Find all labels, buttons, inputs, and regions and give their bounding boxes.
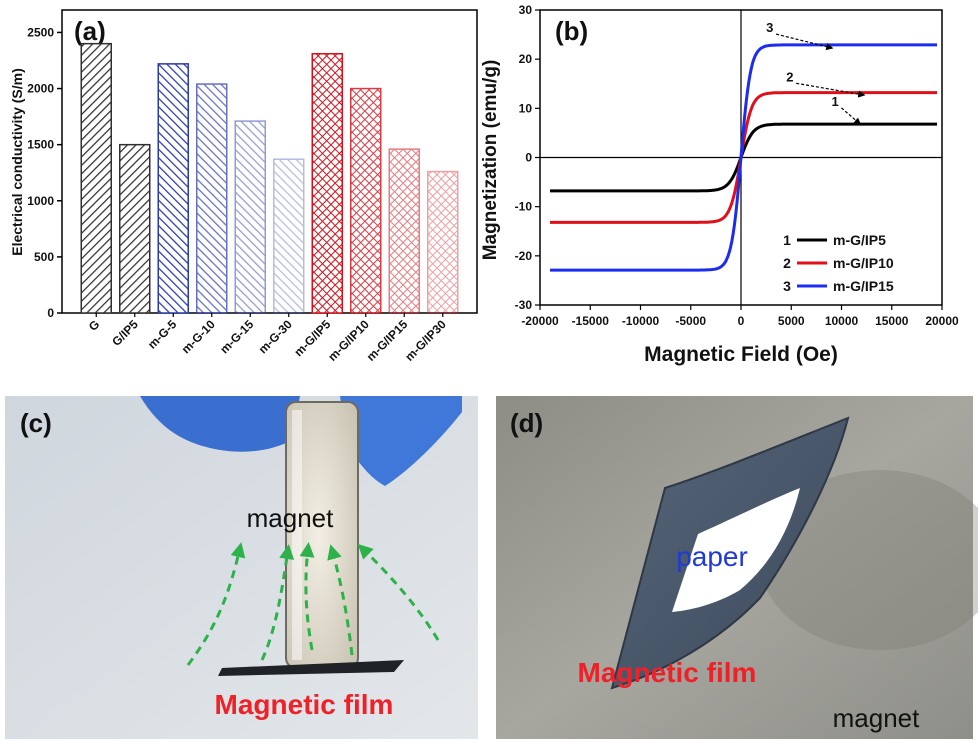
b-x-tick-label: 20000 bbox=[925, 314, 959, 328]
b-x-tick-label: -15000 bbox=[572, 314, 610, 328]
bar-G bbox=[80, 42, 112, 314]
d-magnetic-film-label: Magnetic film bbox=[578, 657, 757, 688]
b-axes: -20000 -15000 -10000 -5000 0 5000 10000 15000 20… bbox=[515, 3, 959, 328]
bar-m-G/IP30 bbox=[427, 170, 459, 314]
b-x-axis-label: Magnetic Field (Oe) bbox=[644, 343, 838, 366]
b-x-tick-label: 15000 bbox=[875, 314, 909, 328]
bar-m-G/IP15 bbox=[388, 148, 420, 314]
b-legend-number: 2 bbox=[783, 255, 791, 271]
b-x-tick-label: -10000 bbox=[622, 314, 660, 328]
panel-b-label: (b) bbox=[555, 16, 588, 46]
b-y-tick-label: 10 bbox=[519, 101, 533, 115]
b-legend-number: 3 bbox=[783, 278, 791, 294]
panel-d-label: (d) bbox=[510, 408, 543, 438]
b-y-tick-label: 30 bbox=[519, 3, 533, 17]
a-y-axis: 0 500 1000 1500 2000 2500 bbox=[27, 25, 62, 320]
b-x-tick-label: 0 bbox=[738, 314, 745, 328]
bar-m-G-10 bbox=[196, 83, 228, 314]
a-y-tick-label: 1500 bbox=[27, 138, 54, 152]
a-x-tick-label: m-G/IP10 bbox=[325, 317, 372, 364]
field-arrow-1 bbox=[186, 542, 246, 666]
b-legend-label: m-G/IP5 bbox=[833, 232, 886, 248]
b-x-tick-label: -20000 bbox=[521, 314, 559, 328]
curve-m-G/IP15 bbox=[550, 43, 937, 272]
b-legend: 1 m-G/IP5 2 m-G/IP10 3 m-G/IP15 bbox=[783, 232, 894, 294]
a-x-axis-labels: G G/IP5 m-G-5 m-G-10 m-G-15 m-G-30m-G/IP5m-G/… bbox=[86, 313, 449, 364]
magnetic-film-c bbox=[218, 660, 404, 676]
a-y-tick-label: 2000 bbox=[27, 82, 54, 96]
c-magnetic-film-label: Magnetic film bbox=[215, 689, 394, 720]
d-magnet-label: magnet bbox=[833, 703, 920, 733]
photo-d-shade bbox=[760, 470, 978, 650]
b-y-axis-label: Magnetization (emu/g) bbox=[480, 60, 501, 261]
b-y-tick-label: -30 bbox=[515, 298, 533, 312]
b-legend-label: m-G/IP10 bbox=[833, 255, 894, 271]
a-x-tick-label: G/IP5 bbox=[109, 317, 141, 349]
b-annotation-arrow bbox=[796, 82, 866, 98]
a-bars bbox=[80, 42, 459, 314]
b-annotation-label: 1 bbox=[831, 94, 838, 109]
panel-b-line-chart: (b) -20000 -15000 -10000 -5000 0 5000 10000 150… bbox=[480, 3, 959, 366]
panel-d-photo: (d) paper Magnetic film magnet bbox=[496, 396, 978, 739]
a-x-tick-label: m-G-30 bbox=[256, 317, 295, 356]
a-y-tick-label: 1000 bbox=[27, 194, 54, 208]
b-annotation-label: 2 bbox=[786, 69, 793, 84]
magnet-highlight bbox=[292, 410, 302, 660]
b-curve-annotations: 1 2 3 bbox=[766, 20, 866, 125]
panel-c-photo: (c) magnet Magnetic film bbox=[5, 396, 478, 739]
b-annotation-label: 3 bbox=[766, 20, 773, 35]
d-paper-label: paper bbox=[676, 541, 748, 572]
b-y-tick-label: -10 bbox=[515, 200, 533, 214]
plot-a-frame bbox=[61, 9, 478, 314]
b-x-tick-label: 10000 bbox=[825, 314, 859, 328]
b-annotation-arrow bbox=[841, 107, 862, 125]
field-arrow-2 bbox=[260, 544, 295, 661]
bar-m-G-30 bbox=[273, 158, 305, 314]
b-annotation-arrow bbox=[775, 33, 834, 51]
b-legend-number: 1 bbox=[783, 232, 791, 248]
a-x-tick-label: m-G/IP15 bbox=[364, 317, 411, 364]
b-legend-label: m-G/IP15 bbox=[833, 278, 894, 294]
glove-left bbox=[140, 396, 300, 452]
panel-a-label: (a) bbox=[74, 16, 106, 46]
a-x-tick-label: m-G-15 bbox=[217, 317, 256, 356]
bar-m-G/IP5 bbox=[311, 53, 343, 314]
c-magnet-label: magnet bbox=[247, 503, 334, 533]
glove-right bbox=[340, 396, 462, 486]
a-x-tick-label: m-G/IP30 bbox=[402, 317, 449, 364]
panel-c-label: (c) bbox=[20, 408, 52, 438]
b-x-tick-label: -5000 bbox=[675, 314, 706, 328]
bar-m-G-15 bbox=[234, 120, 266, 314]
b-y-tick-label: -20 bbox=[515, 249, 533, 263]
b-y-tick-label: 20 bbox=[519, 52, 533, 66]
a-y-tick-label: 2500 bbox=[27, 25, 54, 39]
bar-m-G/IP10 bbox=[350, 87, 382, 314]
a-x-tick-label: G bbox=[86, 317, 103, 334]
a-y-tick-label: 0 bbox=[47, 306, 54, 320]
a-x-tick-label: m-G-10 bbox=[179, 317, 218, 356]
b-y-tick-label: 0 bbox=[525, 151, 532, 165]
field-arrow-5 bbox=[357, 543, 440, 641]
a-y-tick-label: 500 bbox=[34, 250, 54, 264]
b-curves bbox=[550, 43, 937, 272]
b-x-tick-label: 5000 bbox=[778, 314, 805, 328]
field-arrow-3 bbox=[299, 542, 315, 651]
paper-sheet bbox=[672, 488, 800, 612]
a-y-axis-label: Electrical conductivity (S/m) bbox=[9, 68, 25, 256]
a-x-tick-label: m-G-5 bbox=[145, 317, 180, 352]
bar-G/IP5 bbox=[119, 143, 151, 314]
bar-m-G-5 bbox=[157, 63, 189, 314]
